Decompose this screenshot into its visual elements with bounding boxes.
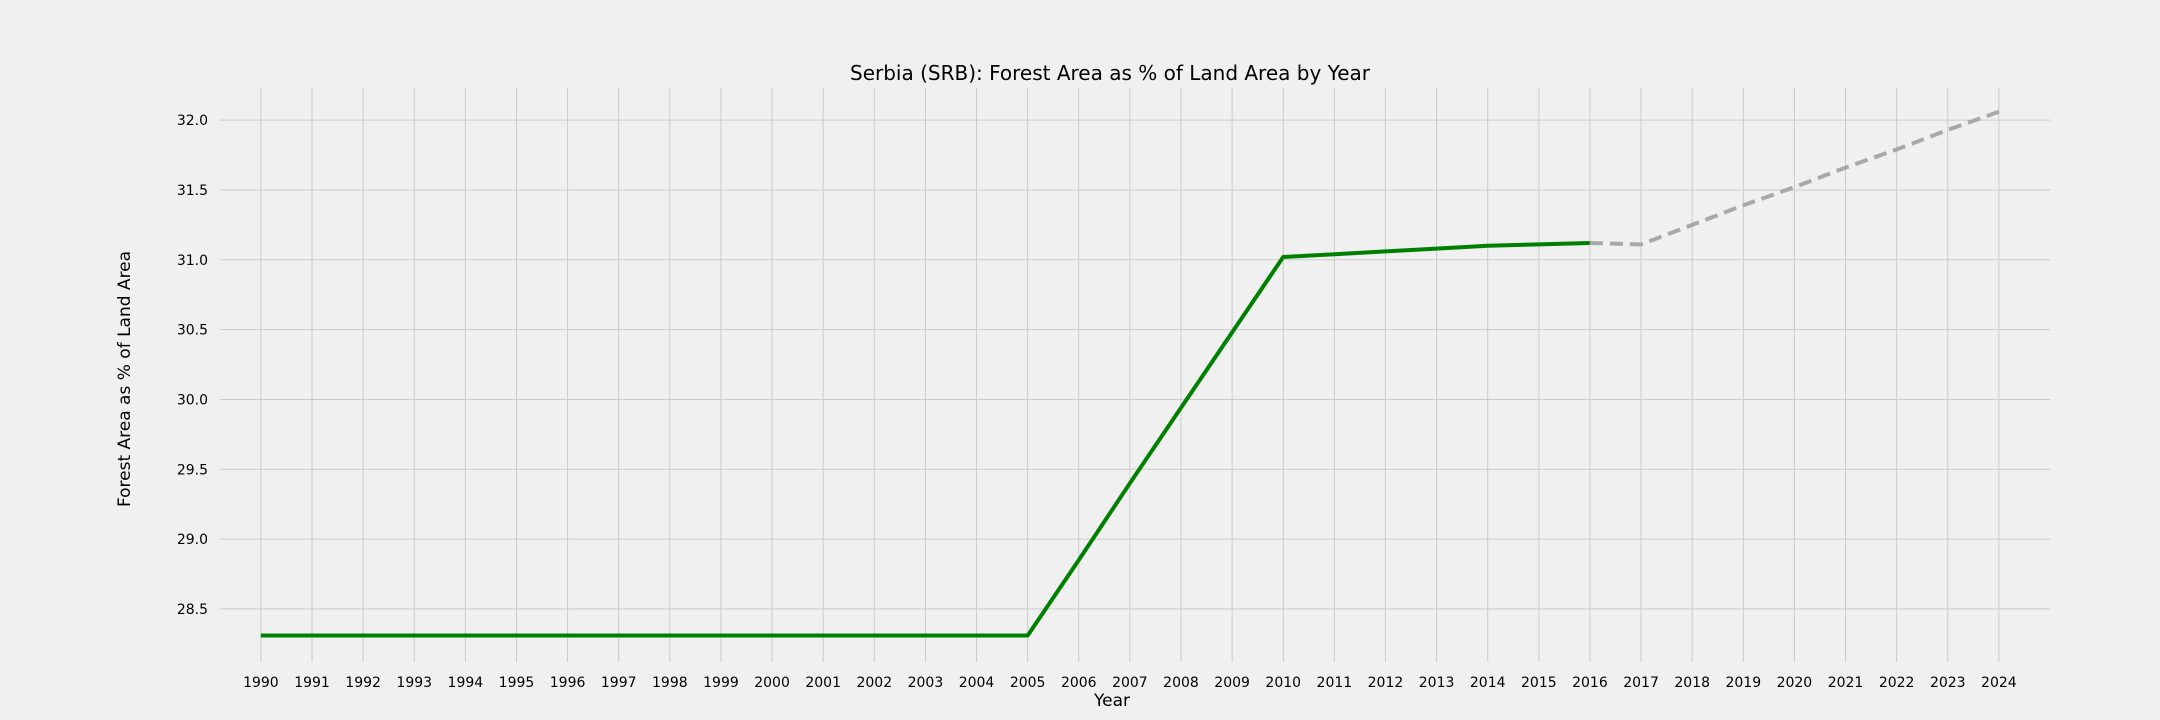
grid (220, 88, 2050, 662)
x-tick-label: 1994 (448, 675, 484, 691)
x-tick-label: 2001 (805, 675, 841, 691)
x-axis-label: Year (1093, 691, 1130, 711)
x-tick-label: 2015 (1521, 675, 1557, 691)
x-tick-label: 1993 (396, 675, 432, 691)
x-tick-label: 2020 (1777, 675, 1813, 691)
x-tick-label: 2023 (1930, 675, 1966, 691)
series-layer (260, 109, 2000, 638)
x-tick-label: 2007 (1112, 675, 1148, 691)
y-tick-label: 30.5 (177, 323, 208, 339)
x-tick-label: 2004 (959, 675, 995, 691)
x-tick-label: 1996 (550, 675, 586, 691)
x-tick-label: 2014 (1470, 675, 1506, 691)
x-tick-labels: 1990 1991 1992 1993 1994 1995 1996 1997 1998 1999… (243, 675, 2017, 691)
x-tick-label: 2003 (908, 675, 944, 691)
y-tick-label: 32.0 (177, 113, 208, 129)
x-tick-label: 2013 (1419, 675, 1455, 691)
x-tick-label: 1992 (345, 675, 381, 691)
x-tick-label: 2005 (1010, 675, 1046, 691)
x-tick-label: 2019 (1725, 675, 1761, 691)
x-tick-label: 2022 (1879, 675, 1915, 691)
y-tick-label: 30.0 (177, 392, 208, 408)
projection-series-line (1589, 109, 2000, 247)
x-tick-label: 1995 (499, 675, 535, 691)
x-tick-label: 1990 (243, 675, 279, 691)
y-tick-label: 29.0 (177, 532, 208, 548)
x-tick-label: 2021 (1828, 675, 1864, 691)
x-tick-label: 2009 (1214, 675, 1250, 691)
x-tick-label: 2000 (754, 675, 790, 691)
y-tick-labels: 28.5 29.0 29.5 30.0 30.5 31.0 31.5 32.0 (177, 113, 208, 618)
x-tick-label: 2017 (1623, 675, 1659, 691)
x-tick-label: 2012 (1368, 675, 1404, 691)
x-tick-label: 2002 (856, 675, 892, 691)
x-tick-label: 1998 (652, 675, 688, 691)
x-tick-label: 2008 (1163, 675, 1199, 691)
x-tick-label: 2018 (1674, 675, 1710, 691)
x-tick-label: 1997 (601, 675, 637, 691)
y-tick-label: 31.0 (177, 253, 208, 269)
y-tick-label: 31.5 (177, 183, 208, 199)
x-tick-label: 2016 (1572, 675, 1608, 691)
y-tick-label: 29.5 (177, 462, 208, 478)
x-tick-label: 1999 (703, 675, 739, 691)
y-tick-label: 28.5 (177, 602, 208, 618)
x-tick-label: 2006 (1061, 675, 1097, 691)
y-axis-label: Forest Area as % of Land Area (115, 251, 135, 507)
x-tick-label: 2011 (1317, 675, 1353, 691)
x-tick-label: 2024 (1981, 675, 2017, 691)
x-tick-label: 1991 (294, 675, 330, 691)
x-tick-label: 2010 (1265, 675, 1301, 691)
chart-title: Serbia (SRB): Forest Area as % of Land A… (850, 61, 1371, 85)
